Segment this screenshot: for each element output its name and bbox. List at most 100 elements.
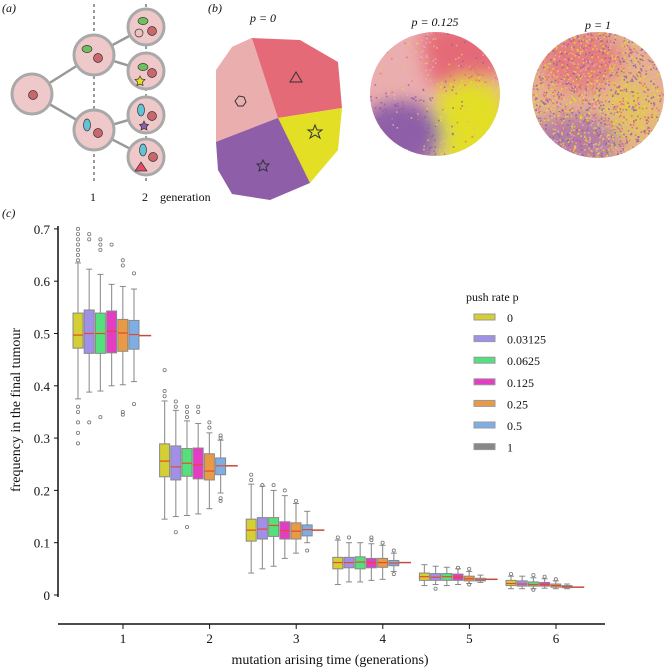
x-tick-label: 6 bbox=[553, 631, 560, 646]
outlier-point bbox=[76, 258, 81, 263]
legend-swatch bbox=[473, 399, 496, 407]
box-0.125-gen-4 bbox=[365, 535, 377, 581]
y-axis-label: frequency in the final tumour bbox=[9, 328, 24, 492]
box-0.5-gen-2 bbox=[215, 433, 227, 503]
box-0-gen-6 bbox=[505, 572, 517, 590]
outlier-point bbox=[162, 368, 167, 373]
outlier-point bbox=[369, 535, 374, 540]
outlier-point bbox=[271, 483, 276, 488]
outlier-point bbox=[249, 472, 254, 477]
box-0.03125-gen-6 bbox=[516, 575, 528, 590]
legend-title: push rate p bbox=[466, 290, 519, 304]
iqr-box bbox=[117, 318, 129, 352]
outlier-point bbox=[131, 402, 136, 407]
legend-swatch bbox=[473, 313, 496, 321]
outlier-point bbox=[162, 394, 167, 399]
box-0.0625-gen-2 bbox=[181, 404, 193, 530]
outlier-point bbox=[173, 399, 178, 404]
iqr-box bbox=[170, 445, 182, 481]
tumour-title-p0125: p = 0.125 bbox=[410, 15, 458, 29]
box-0.25-gen-4 bbox=[377, 540, 389, 580]
box-0.0625-gen-4 bbox=[354, 542, 366, 583]
outlier-point bbox=[76, 232, 81, 237]
outlier-point bbox=[76, 409, 81, 414]
outlier-point bbox=[76, 237, 81, 242]
iqr-box bbox=[159, 443, 171, 478]
panel-c-boxplot: (c) 0 0.1 0.2 0.3 0.4 0.5 0.6 0.7 1 2 3 4 5 6 mutati… bbox=[2, 206, 605, 668]
panel-a-lineage-tree: (a) 1 2 generation bbox=[2, 1, 211, 204]
panel-a-label: (a) bbox=[2, 1, 16, 15]
box-0-gen-4 bbox=[332, 535, 344, 586]
generation-axis-label: generation bbox=[160, 190, 211, 204]
iqr-box bbox=[192, 447, 204, 480]
generation-tick-1: 1 bbox=[90, 190, 96, 204]
legend-label: 0.0625 bbox=[507, 354, 540, 368]
tumour-p1 bbox=[532, 32, 664, 158]
outlier-point bbox=[173, 530, 178, 535]
legend: push rate p 0 0.03125 0.0625 0.125 0.25 0.5 1 bbox=[466, 290, 546, 455]
box-0.0625-gen-6 bbox=[527, 573, 539, 592]
outlier-point bbox=[76, 242, 81, 247]
legend-item: 0.25 bbox=[473, 397, 528, 411]
legend-label: 0.03125 bbox=[507, 333, 546, 347]
legend-item: 0.03125 bbox=[473, 333, 546, 347]
box-0.5-gen-1 bbox=[128, 271, 140, 407]
box-0-gen-2 bbox=[159, 368, 171, 520]
y-tick-label: 0.1 bbox=[34, 536, 50, 551]
x-axis-label: mutation arising time (generations) bbox=[231, 653, 428, 668]
box-0.03125-gen-1 bbox=[83, 232, 95, 425]
outlier-point bbox=[98, 415, 103, 420]
legend-label: 0 bbox=[507, 311, 513, 325]
outlier-point bbox=[531, 587, 536, 592]
box-0.5-gen-5 bbox=[474, 574, 486, 583]
outlier-point bbox=[131, 271, 136, 276]
outlier-point bbox=[184, 415, 189, 420]
outlier-point bbox=[467, 566, 472, 571]
outlier-point bbox=[467, 582, 472, 587]
legend-item: 0.5 bbox=[473, 419, 522, 433]
box-0.03125-gen-5 bbox=[430, 565, 442, 591]
outlier-point bbox=[508, 572, 513, 577]
outlier-point bbox=[184, 525, 189, 530]
outlier-point bbox=[218, 498, 223, 503]
outlier-point bbox=[87, 237, 92, 242]
outlier-point bbox=[76, 441, 81, 446]
box-0.125-gen-5 bbox=[452, 565, 464, 586]
panel-b-tumour-simulations: (b) p = 0 p = 0.125 p = 1 bbox=[208, 1, 664, 200]
box-0.25-gen-1 bbox=[117, 258, 129, 417]
box-0-gen-3 bbox=[245, 472, 257, 574]
iqr-box bbox=[354, 556, 366, 570]
outlier-point bbox=[87, 420, 92, 425]
outlier-point bbox=[76, 253, 81, 258]
outlier-point bbox=[218, 433, 223, 438]
box-0.0625-gen-5 bbox=[441, 566, 453, 587]
tumour-title-p0: p = 0 bbox=[249, 11, 276, 25]
y-tick-label: 0 bbox=[44, 588, 51, 603]
outlier-point bbox=[391, 548, 396, 553]
outlier-point bbox=[531, 573, 536, 578]
outlier-point bbox=[184, 409, 189, 414]
box-0.5-gen-6 bbox=[561, 583, 573, 590]
box-0.5-gen-3 bbox=[301, 510, 313, 553]
box-0.25-gen-6 bbox=[550, 577, 562, 590]
box-0.125-gen-6 bbox=[539, 574, 551, 589]
outlier-point bbox=[369, 538, 374, 543]
star-clone-icon-purple bbox=[255, 158, 271, 172]
outlier-point bbox=[76, 420, 81, 425]
outlier-point bbox=[76, 430, 81, 435]
outlier-point bbox=[207, 425, 212, 430]
outlier-point bbox=[305, 548, 310, 553]
outlier-point bbox=[120, 409, 125, 414]
iqr-box bbox=[301, 524, 313, 537]
outlier-point bbox=[391, 572, 396, 577]
legend-swatch bbox=[473, 443, 496, 451]
tumour-p0125 bbox=[370, 32, 500, 156]
outlier-point bbox=[76, 226, 81, 231]
outlier-point bbox=[553, 577, 558, 582]
legend-label: 0.125 bbox=[507, 376, 534, 390]
y-tick-label: 0.2 bbox=[34, 483, 50, 498]
outlier-point bbox=[455, 565, 460, 570]
outlier-point bbox=[109, 242, 114, 247]
box-0-gen-5 bbox=[418, 564, 430, 587]
